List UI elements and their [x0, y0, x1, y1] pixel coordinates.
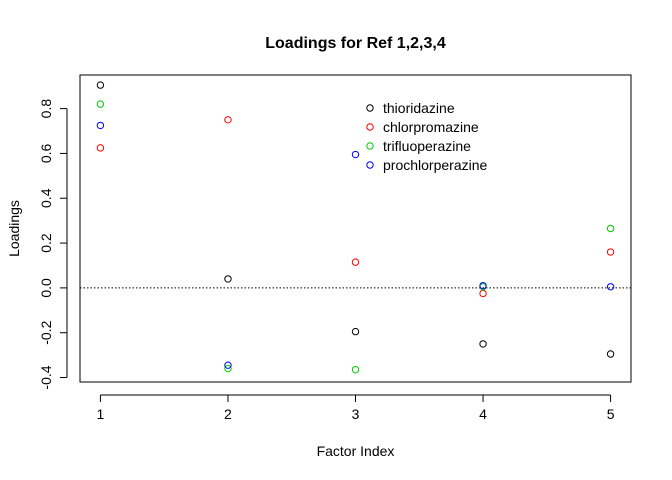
- data-point: [606, 248, 615, 256]
- data-point: [96, 100, 105, 108]
- chart-title: Loadings for Ref 1,2,3,4: [265, 35, 446, 52]
- y-tick-label: -0.2: [38, 320, 54, 344]
- x-axis-label: Factor Index: [317, 443, 395, 459]
- data-point: [224, 364, 232, 373]
- legend: thioridazine chlorpromazine trifluoperazin…: [366, 100, 487, 173]
- data-point: [96, 121, 105, 130]
- data-point: [224, 275, 232, 283]
- data-point: [96, 144, 105, 152]
- data-point: [606, 350, 615, 358]
- legend-marker: [366, 123, 374, 131]
- x-tick-label: 2: [224, 406, 232, 422]
- plot-frame: [79, 74, 632, 383]
- data-point: [606, 283, 615, 291]
- data-point: [606, 224, 615, 233]
- legend-label: trifluoperazine: [383, 138, 471, 154]
- legend-marker: [366, 142, 374, 150]
- y-tick-label: 0.0: [38, 278, 54, 298]
- legend-marker: [366, 161, 374, 169]
- data-point: [479, 289, 487, 298]
- data-point: [351, 365, 360, 374]
- y-tick-label: 0.4: [38, 188, 54, 208]
- data-point: [96, 81, 105, 89]
- data-point: [479, 340, 487, 348]
- y-tick-label: -0.4: [38, 365, 54, 389]
- x-tick-label: 5: [607, 406, 615, 422]
- y-axis-label: Loadings: [6, 200, 22, 257]
- x-tick-label: 4: [479, 406, 487, 422]
- x-tick-label: 3: [352, 406, 360, 422]
- data-points: [96, 81, 615, 374]
- legend-label: prochlorperazine: [383, 157, 487, 173]
- data-point: [224, 116, 232, 124]
- x-axis: 1 2 3 4 5: [97, 394, 615, 422]
- y-tick-label: 0.6: [38, 143, 54, 163]
- legend-label: chlorpromazine: [383, 119, 479, 135]
- data-point: [351, 327, 360, 336]
- data-point: [351, 258, 360, 266]
- y-tick-label: 0.8: [38, 99, 54, 119]
- data-point: [351, 150, 360, 159]
- legend-marker: [366, 104, 374, 112]
- y-axis: -0.4 -0.2 0.0 0.2 0.4 0.6 0.8: [38, 99, 68, 390]
- data-point: [479, 281, 487, 290]
- data-point: [224, 361, 232, 369]
- legend-label: thioridazine: [383, 100, 455, 116]
- x-tick-label: 1: [97, 406, 105, 422]
- y-tick-label: 0.2: [38, 233, 54, 253]
